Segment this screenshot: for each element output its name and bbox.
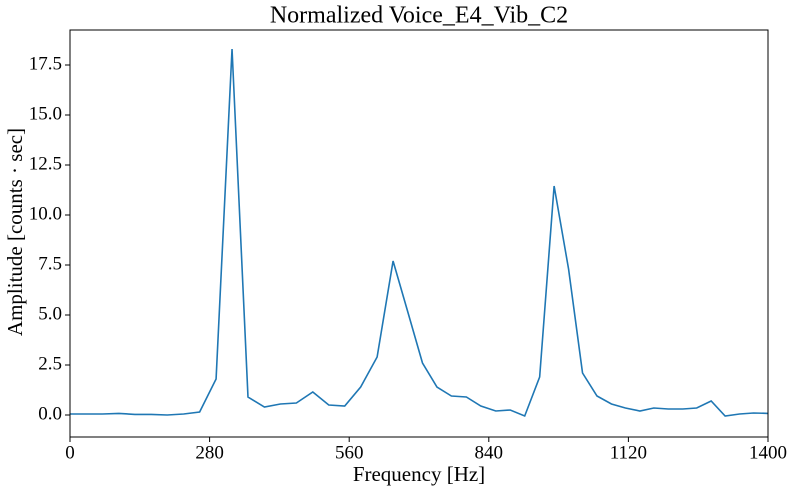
y-axis-label: Amplitude [counts · sec] bbox=[3, 128, 27, 336]
x-tick-label: 1120 bbox=[610, 442, 647, 463]
y-tick-label: 10.0 bbox=[29, 203, 62, 224]
y-tick-label: 7.5 bbox=[38, 253, 62, 274]
y-tick-label: 5.0 bbox=[38, 303, 62, 324]
y-tick-label: 17.5 bbox=[29, 53, 62, 74]
x-tick-label: 1400 bbox=[749, 442, 787, 463]
y-tick-label: 2.5 bbox=[38, 353, 62, 374]
y-tick-label: 15.0 bbox=[29, 103, 62, 124]
plot-frame bbox=[69, 29, 769, 438]
x-tick-label: 0 bbox=[65, 442, 75, 463]
chart-title: Normalized Voice_E4_Vib_C2 bbox=[270, 3, 568, 29]
x-tick-label: 560 bbox=[335, 442, 364, 463]
data-line bbox=[70, 48, 769, 418]
x-tick-label: 280 bbox=[195, 442, 224, 463]
x-axis-label: Frequency [Hz] bbox=[353, 462, 485, 486]
y-tick-label: 12.5 bbox=[29, 153, 62, 174]
y-tick-label: 0.0 bbox=[38, 403, 62, 424]
x-tick-label: 840 bbox=[475, 442, 504, 463]
